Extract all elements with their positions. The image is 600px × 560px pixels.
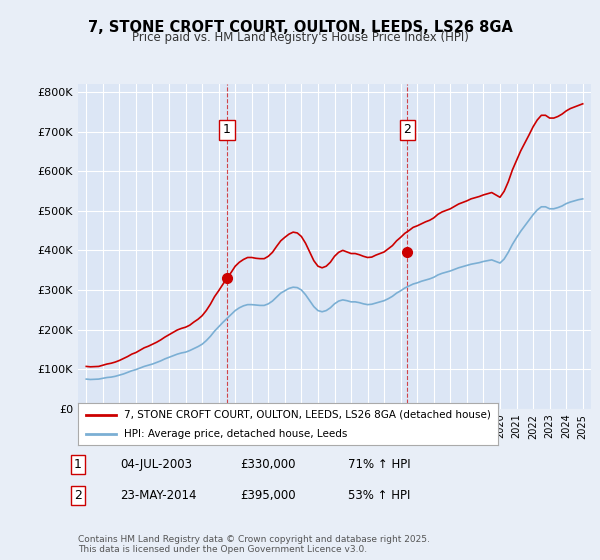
Text: 7, STONE CROFT COURT, OULTON, LEEDS, LS26 8GA: 7, STONE CROFT COURT, OULTON, LEEDS, LS2… bbox=[88, 20, 512, 35]
Text: 2: 2 bbox=[403, 123, 411, 137]
Text: £395,000: £395,000 bbox=[240, 489, 296, 502]
Text: 53% ↑ HPI: 53% ↑ HPI bbox=[348, 489, 410, 502]
Text: 1: 1 bbox=[223, 123, 231, 137]
Text: 71% ↑ HPI: 71% ↑ HPI bbox=[348, 458, 410, 472]
Text: 04-JUL-2003: 04-JUL-2003 bbox=[120, 458, 192, 472]
Text: 23-MAY-2014: 23-MAY-2014 bbox=[120, 489, 197, 502]
Text: £330,000: £330,000 bbox=[240, 458, 296, 472]
Text: 2: 2 bbox=[74, 489, 82, 502]
Text: Contains HM Land Registry data © Crown copyright and database right 2025.
This d: Contains HM Land Registry data © Crown c… bbox=[78, 535, 430, 554]
Text: HPI: Average price, detached house, Leeds: HPI: Average price, detached house, Leed… bbox=[124, 429, 347, 439]
Text: Price paid vs. HM Land Registry's House Price Index (HPI): Price paid vs. HM Land Registry's House … bbox=[131, 31, 469, 44]
Text: 1: 1 bbox=[74, 458, 82, 472]
Text: 7, STONE CROFT COURT, OULTON, LEEDS, LS26 8GA (detached house): 7, STONE CROFT COURT, OULTON, LEEDS, LS2… bbox=[124, 409, 491, 419]
